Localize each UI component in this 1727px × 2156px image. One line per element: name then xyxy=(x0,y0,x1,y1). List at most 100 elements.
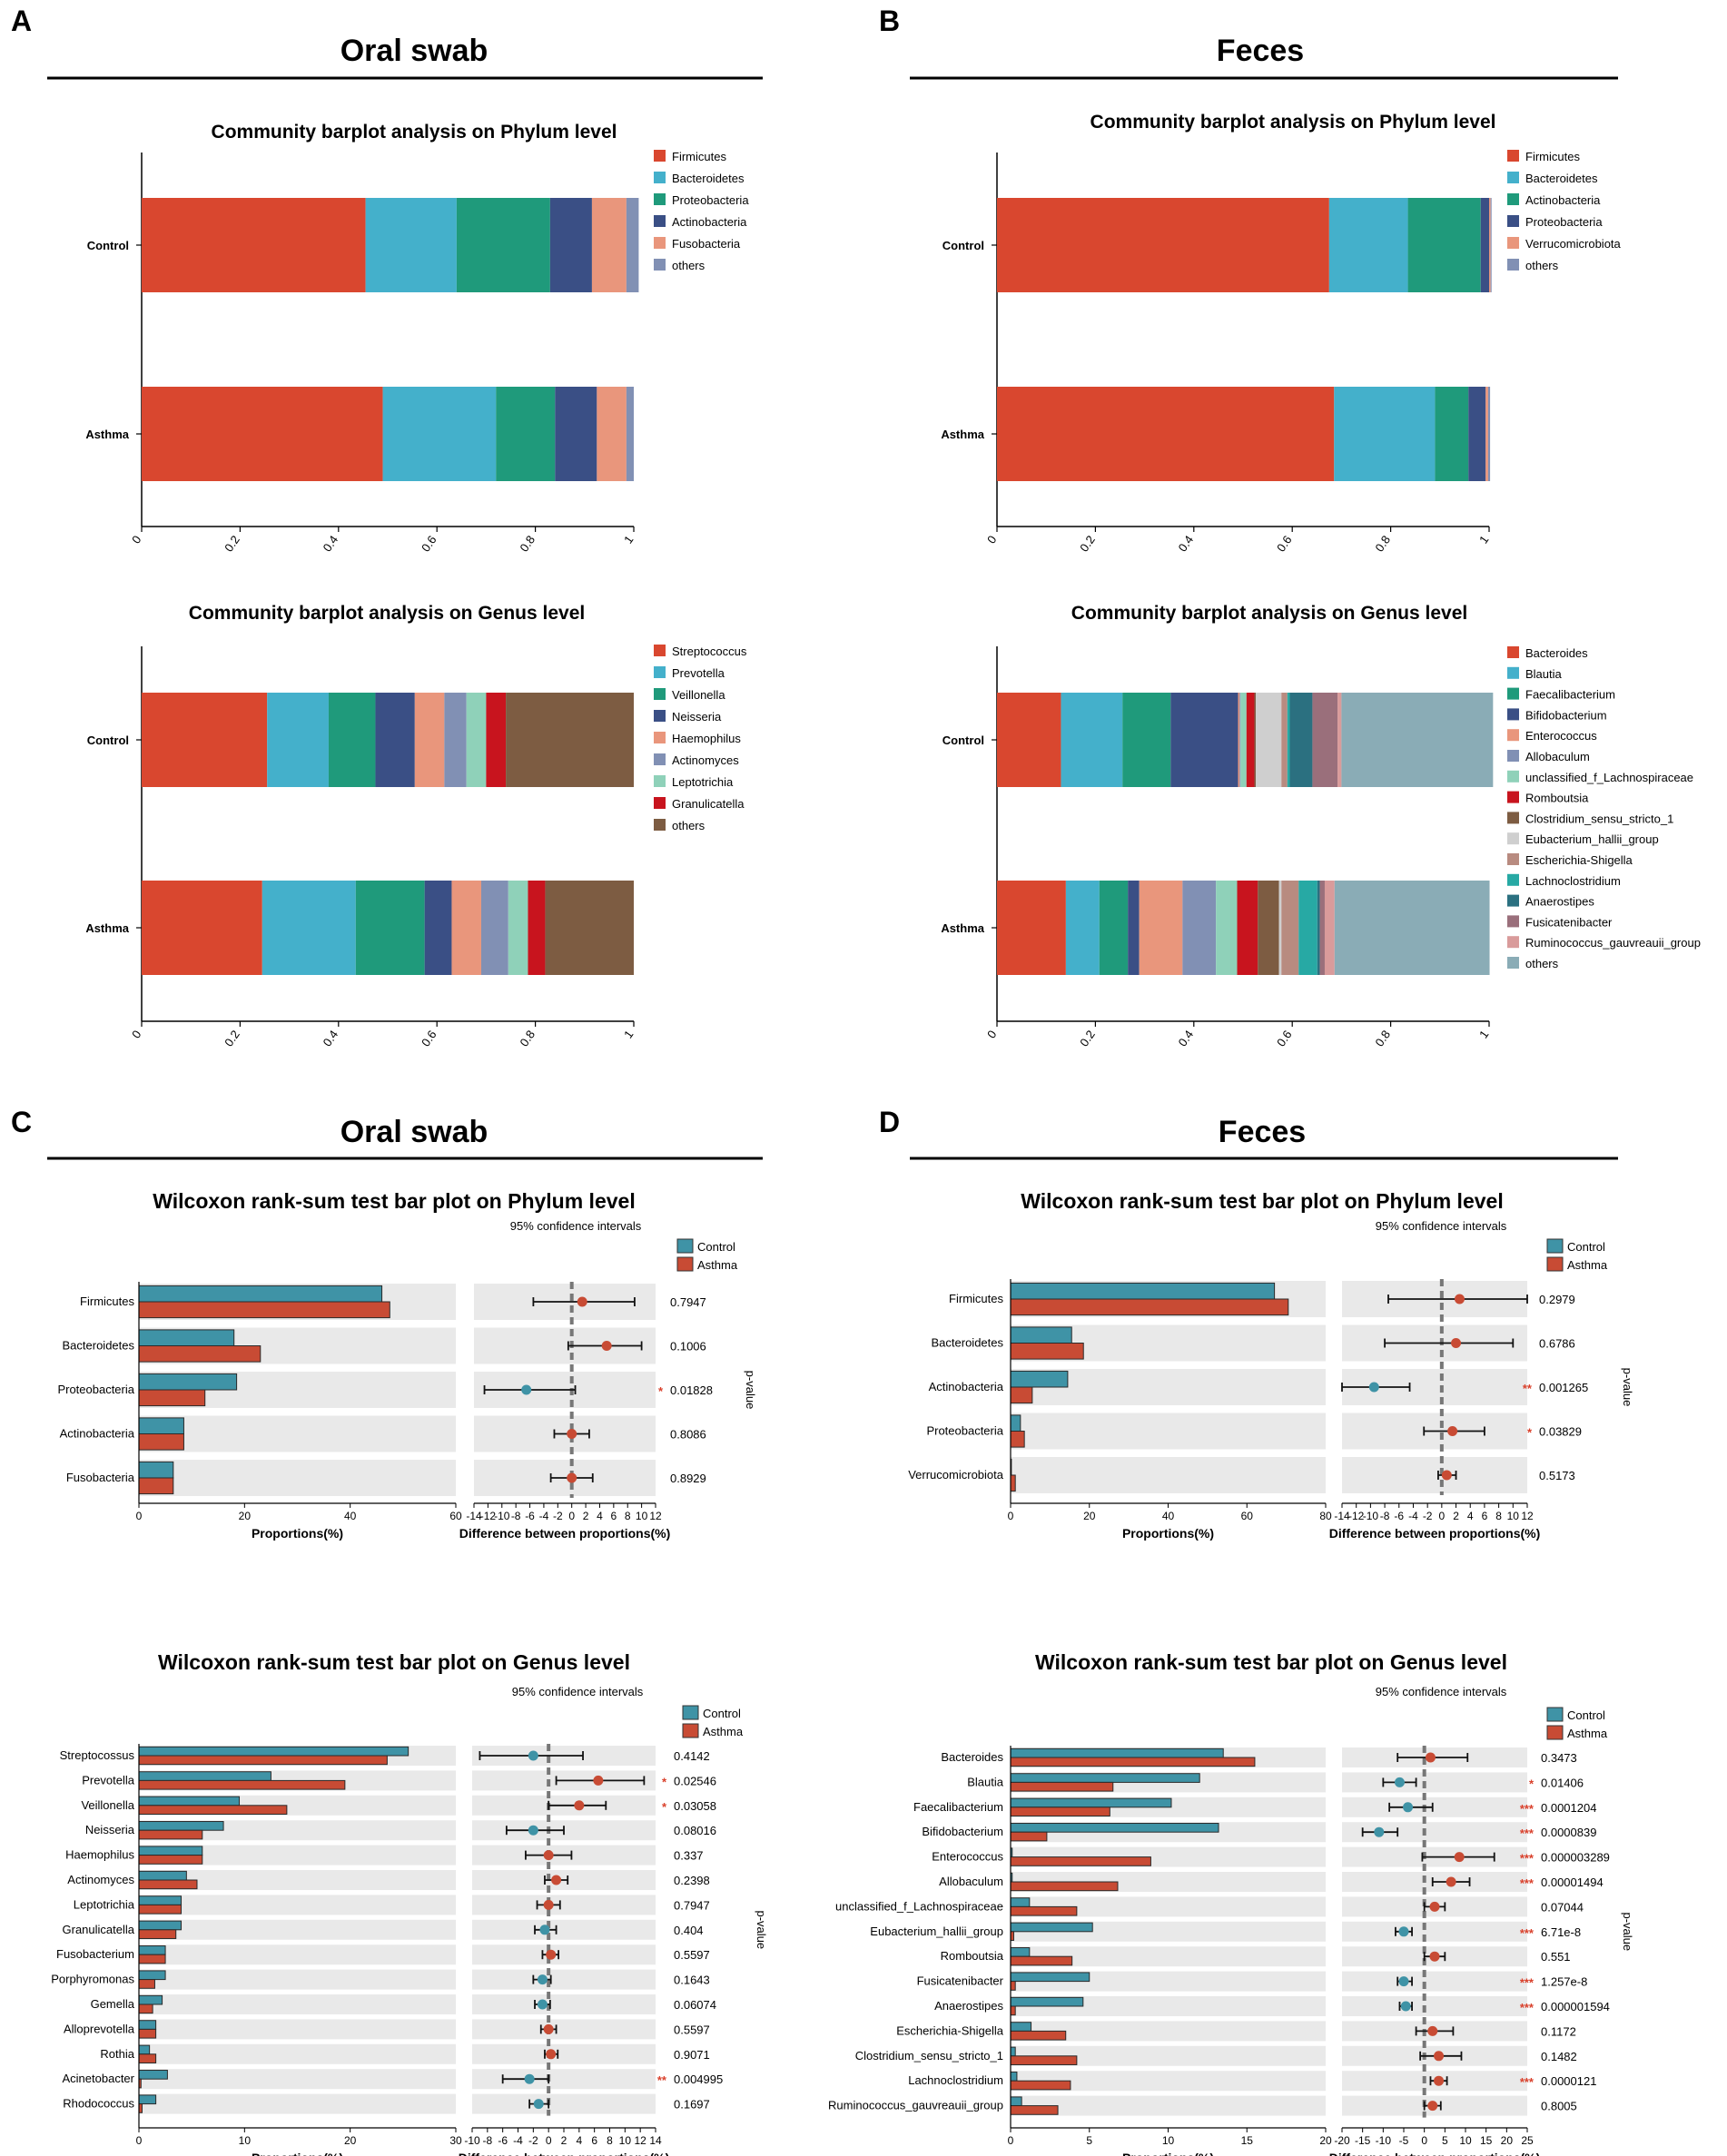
ci-label: 95% confidence intervals xyxy=(510,1219,642,1233)
taxon-label: Bacteroidetes xyxy=(63,1339,135,1353)
legend-label-control: Control xyxy=(1567,1708,1605,1722)
x-tick-label: 0 xyxy=(129,1028,143,1041)
stacked-segment xyxy=(1240,693,1247,787)
diff-tick-label: -14 xyxy=(1334,1510,1350,1522)
bar-control xyxy=(138,1970,166,1981)
category-label: Control xyxy=(942,239,984,252)
diff-tick-label: -10 xyxy=(464,2134,480,2147)
diff-point xyxy=(1368,1382,1379,1393)
prop-tick-label: 10 xyxy=(1162,2134,1175,2147)
bar-asthma xyxy=(1010,1343,1084,1360)
x-tick-label: 0.4 xyxy=(321,533,341,554)
chart-title: Wilcoxon rank-sum test bar plot on Phylu… xyxy=(1021,1189,1503,1213)
legend-label: others xyxy=(1525,259,1559,272)
bar-asthma xyxy=(1010,1981,1016,1991)
stacked-segment xyxy=(997,881,1066,975)
stacked-segment xyxy=(1278,881,1282,975)
stacked-segment xyxy=(1128,881,1140,975)
x-label-proportions: Proportions(%) xyxy=(1122,1526,1214,1541)
bar-asthma xyxy=(138,1954,166,1964)
legend-label: Firmicutes xyxy=(1525,150,1580,163)
row-strip-left xyxy=(139,2093,456,2114)
legend-label: Escherichia-Shigella xyxy=(1525,853,1633,867)
bar-asthma xyxy=(1010,1431,1025,1448)
bar-control xyxy=(1010,1797,1172,1808)
row-strip-right xyxy=(1342,1457,1527,1493)
stacked-segment xyxy=(1407,198,1481,292)
row-strip-left xyxy=(1011,2071,1326,2092)
taxon-label: Blautia xyxy=(967,1775,1004,1788)
diff-point xyxy=(546,1949,557,1960)
diff-tick-label: 25 xyxy=(1521,2134,1534,2147)
diff-tick-label: -8 xyxy=(511,1510,521,1522)
bar-asthma xyxy=(138,1904,183,1915)
diff-tick-label: 12 xyxy=(1521,1510,1534,1522)
diff-tick-label: -12 xyxy=(480,1510,497,1522)
stacked-segment xyxy=(365,198,457,292)
stacked-segment xyxy=(1216,881,1238,975)
stacked-segment xyxy=(1182,881,1217,975)
stacked-segment xyxy=(1487,387,1491,481)
diff-point xyxy=(593,1775,604,1786)
diff-tick-label: -2 xyxy=(1423,1510,1433,1522)
taxon-label: Clostridium_sensu_stricto_1 xyxy=(855,2049,1003,2062)
legend-swatch xyxy=(1507,687,1519,700)
chart-title: Wilcoxon rank-sum test bar plot on Genus… xyxy=(1035,1650,1507,1674)
category-label: Asthma xyxy=(941,921,984,935)
p-value: 0.404 xyxy=(674,1924,704,1937)
stacked-segment xyxy=(1324,881,1335,975)
stacked-segment xyxy=(142,387,383,481)
ci-label: 95% confidence intervals xyxy=(1376,1685,1507,1698)
diff-point xyxy=(1446,1876,1456,1887)
x-tick-label: 0.6 xyxy=(1274,533,1295,554)
x-tick-label: 0 xyxy=(984,533,999,546)
legend-label: Bacteroidetes xyxy=(1525,172,1598,185)
significance-mark: *** xyxy=(1520,1976,1535,1990)
legend-swatch xyxy=(1507,193,1519,205)
legend-label: Streptococcus xyxy=(672,645,747,658)
diff-point xyxy=(1427,2025,1438,2036)
diff-tick-label: 2 xyxy=(1453,1510,1459,1522)
diff-tick-label: 0 xyxy=(1439,1510,1446,1522)
diff-point xyxy=(551,1875,562,1885)
legend-label: Bifidobacterium xyxy=(1525,708,1607,722)
row-strip-left xyxy=(1011,2095,1326,2116)
ci-label: 95% confidence intervals xyxy=(512,1685,644,1698)
p-value-axis-label: p-value xyxy=(755,1910,768,1949)
stacked-segment xyxy=(414,693,445,787)
diff-tick-label: 10 xyxy=(619,2134,632,2147)
diff-point xyxy=(567,1472,577,1483)
diff-point xyxy=(1429,1951,1440,1962)
significance-mark: *** xyxy=(1520,2075,1535,2089)
prop-tick-label: 10 xyxy=(239,2134,252,2147)
significance-mark: *** xyxy=(1520,1926,1535,1940)
bar-control xyxy=(138,1846,203,1856)
taxon-label: Proteobacteria xyxy=(57,1383,134,1396)
legend-swatch xyxy=(1507,873,1519,886)
stacked-segment xyxy=(997,198,1329,292)
bar-asthma xyxy=(138,1779,346,1790)
p-value: 0.551 xyxy=(1541,1950,1571,1964)
bar-control xyxy=(138,1746,410,1757)
diff-tick-label: -2 xyxy=(553,1510,563,1522)
bar-asthma xyxy=(138,2053,157,2063)
legend-label: Leptotrichia xyxy=(672,775,734,789)
bar-control xyxy=(138,1373,238,1391)
taxon-label: Proteobacteria xyxy=(926,1424,1003,1438)
legend-swatch xyxy=(1507,915,1519,928)
diff-tick-label: 8 xyxy=(607,2134,613,2147)
diff-tick-label: -4 xyxy=(539,1510,549,1522)
category-label: Control xyxy=(87,239,129,252)
legend-label: Fusicatenibacter xyxy=(1525,915,1613,929)
p-value: 0.7947 xyxy=(670,1295,706,1309)
x-label-proportions: Proportions(%) xyxy=(252,1526,343,1541)
row-strip-right xyxy=(472,2043,656,2064)
significance-mark: *** xyxy=(1520,1826,1535,1840)
stacked-segment xyxy=(466,693,487,787)
p-value: 0.0001204 xyxy=(1541,1801,1596,1815)
stacked-segment xyxy=(142,881,262,975)
stacked-segment xyxy=(1256,693,1282,787)
p-value: 0.03829 xyxy=(1539,1425,1582,1439)
stacked-segment xyxy=(142,693,268,787)
taxon-label: Bifidobacterium xyxy=(922,1825,1003,1838)
